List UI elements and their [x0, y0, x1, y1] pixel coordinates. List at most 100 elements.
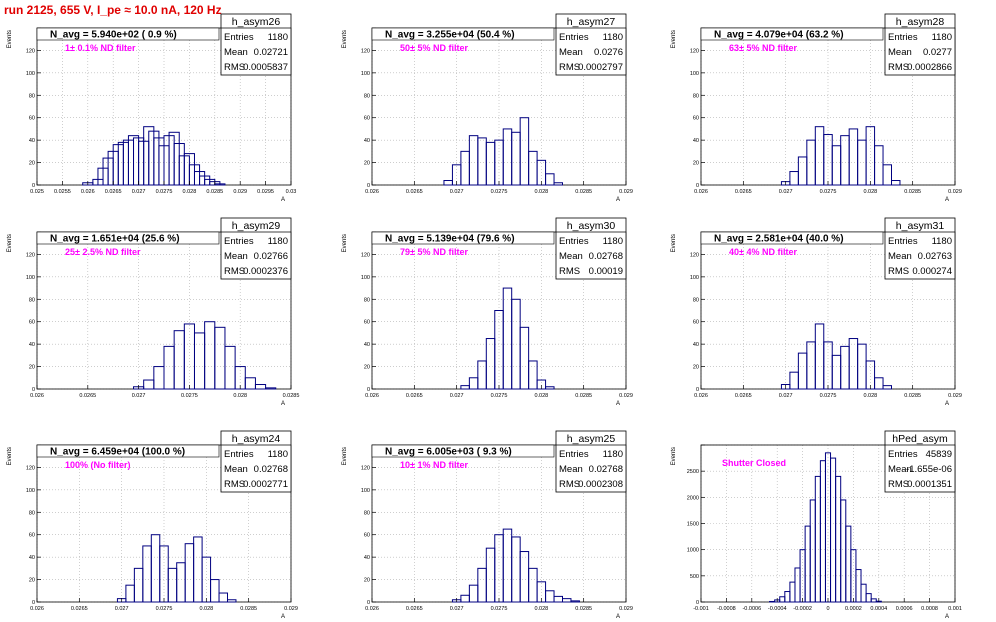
stats-box: h_asym26 Entries 1180 Mean 0.02721 RMS0.00058…: [220, 13, 292, 76]
stats-value: 0.0002771: [243, 479, 288, 490]
histogram-bar: [857, 139, 867, 186]
stats-value: 0.02768: [254, 464, 288, 475]
y-tick-label: 60: [29, 320, 35, 326]
y-tick-label: 80: [364, 510, 370, 516]
y-tick-label: 60: [29, 533, 35, 539]
y-tick-label: 80: [29, 297, 35, 303]
histogram-bar: [150, 534, 161, 603]
histogram-bar: [224, 345, 236, 390]
annotation-text: 10± 1% ND filter: [400, 460, 468, 470]
stats-box-title: h_asym31: [896, 220, 945, 232]
histogram-bar: [125, 584, 135, 603]
y-tick-label: 2000: [687, 495, 699, 501]
y-axis: 0 20 40 60 80 100 120: [690, 231, 705, 393]
y-tick-label: 20: [364, 578, 370, 584]
x-tick-label: 0.029: [619, 393, 633, 399]
x-tick-label: 0.0265: [71, 606, 88, 612]
y-axis: 0 20 40 60 80 100 120: [26, 444, 41, 606]
y-tick-label: 40: [29, 342, 35, 348]
y-tick-label: 100: [26, 71, 35, 77]
histogram-bar: [848, 338, 859, 390]
stats-box-frame: [884, 217, 956, 280]
histogram-bar: [848, 128, 859, 186]
x-tick-label: 0.0002: [845, 606, 862, 612]
histogram-bars: [82, 126, 226, 186]
x-axis: 0.026 0.0265 0.027 0.0275 0.028 0.0285: [30, 385, 299, 399]
stats-label: RMS: [888, 479, 909, 490]
stats-value: 0.0002797: [578, 62, 623, 73]
x-axis: 0.026 0.0265 0.027 0.0275 0.028 0.0285 0.029: [694, 181, 962, 195]
histogram-bar: [874, 377, 884, 390]
x-tick-label: 0.0265: [105, 189, 122, 195]
histogram-bar: [545, 590, 555, 603]
annotation-text: 25± 2.5% ND filter: [65, 247, 141, 257]
histogram-bar: [823, 341, 833, 390]
y-tick-label: 100: [690, 275, 699, 281]
stats-label: Mean: [888, 47, 912, 58]
annotation-text: 50± 5% ND filter: [400, 43, 468, 53]
stats-box-title: h_asym28: [896, 16, 945, 28]
y-tick-label: 120: [361, 252, 370, 258]
histogram-bar: [840, 345, 850, 390]
stats-label: Entries: [224, 449, 254, 460]
x-tick-label: 0.0285: [575, 189, 592, 195]
x-tick-label: 0.0275: [156, 189, 173, 195]
y-tick-label: 80: [364, 93, 370, 99]
x-axis: 0.025 0.0255 0.026 0.0265 0.027 0.0275 0.028 0.…: [30, 181, 296, 195]
histogram-panel-h_asym26: 0.025 0.0255 0.026 0.0265 0.027 0.0275 0.028 0.…: [7, 13, 296, 203]
x-tick-label: 0.0275: [491, 393, 508, 399]
y-axis: 0 20 40 60 80 100 120: [690, 27, 705, 189]
x-tick-label: 0.027: [779, 393, 793, 399]
stats-box: h_asym30 Entries 1180 Mean 0.02768 RMS 0.00019: [555, 217, 627, 280]
stats-label: RMS: [559, 62, 580, 73]
stats-value: 1180: [603, 449, 623, 460]
histogram-bar: [789, 581, 796, 603]
x-tick-label: 0: [826, 606, 829, 612]
x-tick-label: 0.0275: [820, 393, 837, 399]
y-tick-label: 120: [361, 48, 370, 54]
histogram-bar: [511, 298, 521, 390]
histogram-bar: [831, 354, 842, 390]
y-tick-label: 500: [690, 574, 699, 580]
histogram-bar: [814, 126, 825, 186]
stats-value: 0.00019: [589, 266, 623, 277]
y-tick-label: 1500: [687, 522, 699, 528]
histogram-bars: [133, 321, 277, 390]
stats-label: Entries: [888, 32, 918, 43]
x-axis-title: A: [616, 401, 620, 407]
histogram-bar: [468, 377, 479, 390]
stats-label: Entries: [224, 236, 254, 247]
y-tick-label: 100: [361, 488, 370, 494]
histogram-bar: [545, 386, 555, 390]
stats-label: Entries: [559, 236, 589, 247]
histogram-bar: [477, 137, 487, 186]
histogram-bar: [769, 600, 776, 603]
x-tick-label: 0.0275: [491, 189, 508, 195]
histogram-bar: [502, 128, 513, 186]
histogram-bar: [874, 145, 884, 186]
y-tick-label: 80: [693, 93, 699, 99]
histogram-bar: [485, 547, 496, 603]
histogram-bar: [528, 360, 538, 390]
histogram-bar: [460, 385, 470, 390]
stats-label: Mean: [559, 47, 583, 58]
y-tick-label: 60: [693, 116, 699, 122]
histogram-bar: [193, 536, 203, 603]
x-tick-label: 0.0006: [896, 606, 913, 612]
x-tick-label: 0.026: [694, 393, 708, 399]
histogram-bar: [855, 569, 862, 603]
histogram-bar: [553, 182, 563, 186]
header-box-frame: [371, 231, 555, 245]
histogram-bar: [210, 579, 220, 603]
histogram-panel-h_asym29: 0.026 0.0265 0.027 0.0275 0.028 0.0285 0 20 40 60…: [7, 217, 299, 407]
histogram-bar: [167, 567, 178, 603]
stats-box-frame: [220, 430, 292, 493]
x-tick-label: 0.026: [30, 606, 44, 612]
stats-value: 1180: [268, 449, 288, 460]
x-axis-title: A: [616, 614, 620, 620]
histogram-bar: [794, 567, 801, 603]
header-text: N_avg = 3.255e+04 (50.4 %): [385, 30, 515, 41]
x-axis-title: A: [945, 614, 949, 620]
y-tick-label: 0: [367, 387, 370, 393]
histogram-bar: [528, 567, 538, 603]
